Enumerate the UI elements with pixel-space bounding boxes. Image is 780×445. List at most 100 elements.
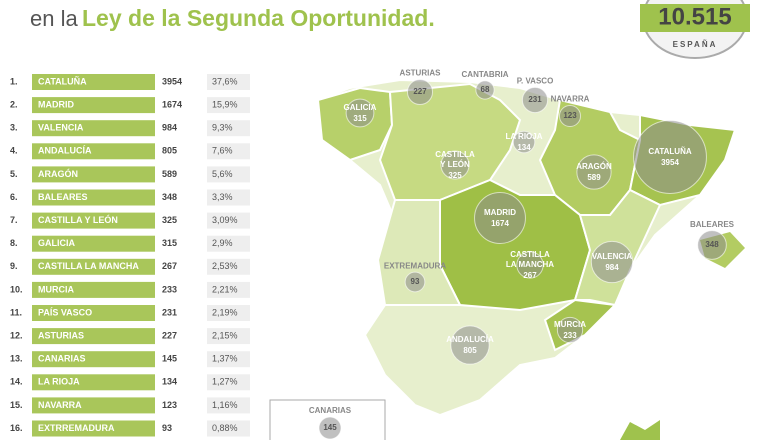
bubble-value: 348 [705,240,719,249]
region-label: CASTILLA [510,250,550,259]
rank: 15. [10,400,23,410]
badge-total: 10.515 [658,3,731,30]
region-label: CATALUÑA [648,147,691,156]
region-label: MURCIA [554,320,586,329]
bubble [440,150,470,180]
pct-cell [207,351,250,368]
pct-cell [207,189,250,206]
pct-cell [207,328,250,345]
name-cell [32,281,155,298]
region-pct: 37,6% [212,76,238,86]
rank: 11. [10,307,22,317]
rank: 7. [10,215,18,225]
region-name: ARAGÓN [38,168,78,179]
region-pct: 1,16% [212,400,238,410]
region-label: CASTILLA [435,150,475,159]
pct-cell [207,97,250,114]
region-label: ANDALUCÍA [446,335,494,344]
region-value: 93 [162,423,172,433]
region-value: 145 [162,354,177,364]
badge-country: ESPAÑA [673,40,718,49]
bubble [556,316,584,344]
bubble-value: 233 [563,331,577,340]
name-cell [32,351,155,368]
rank: 4. [10,146,18,156]
region-extremadura [376,199,462,306]
region-pct: 2,9% [212,238,233,248]
pct-cell [207,397,250,414]
bubble [318,416,342,440]
region-pct: 2,15% [212,330,238,340]
bubble [512,130,536,154]
rank: 12. [10,330,23,340]
name-cell [32,328,155,345]
region-name: GALICIA [38,238,75,248]
map-bubbles: ASTURIAS 227 CANTABRIA 68 P. VASCO 231 NAVARRA… [309,69,735,440]
rank: 3. [10,123,18,133]
rank: 16. [10,423,23,433]
region-name: ASTURIAS [38,330,84,340]
region-label: NAVARRA [551,95,590,104]
rank: 13. [10,354,23,364]
name-cell [32,120,155,137]
region-name: CATALUÑA [38,76,87,86]
region-label: CANTABRIA [462,70,509,79]
bubble [590,240,634,284]
rank: 2. [10,99,18,109]
rank: 1. [10,76,18,86]
region-value: 805 [162,146,177,156]
region-label: P. VASCO [517,77,554,86]
region-value: 984 [162,123,177,133]
name-cell [32,235,155,252]
rank: 5. [10,169,18,179]
region-value: 1674 [162,99,182,109]
bubble [576,154,612,190]
region-pct: 2,53% [212,261,238,271]
name-cell [32,166,155,183]
region-value: 325 [162,215,177,225]
pct-cell [207,258,250,275]
rank: 10. [10,284,23,294]
region-pct: 9,3% [212,123,233,133]
name-cell [32,74,155,90]
region-label: Y LEÓN [440,160,470,169]
bubble-value: 227 [413,87,427,96]
bubble [633,120,707,194]
bubble [521,86,549,114]
region-value: 227 [162,330,177,340]
header: en la Ley de la Segunda Oportunidad. [30,5,435,31]
region-value: 134 [162,377,177,387]
region-name: CANARIAS [38,354,86,364]
title: Ley de la Segunda Oportunidad. [82,5,435,31]
name-cell [32,189,155,206]
region-label: LA MANCHA [506,260,554,269]
bubble-value: 3954 [661,158,679,167]
region-pct: 1,37% [212,354,238,364]
pct-cell [207,374,250,391]
pct-cell [207,281,250,298]
region-pct: 1,27% [212,377,238,387]
badge: 10.515 ESPAÑA [640,0,750,59]
region-name: MURCIA [38,284,74,294]
title-prefix: en la [30,6,78,31]
name-cell [32,97,155,114]
name-cell [32,143,155,160]
bubble-value: 805 [463,346,477,355]
region-value: 231 [162,307,177,317]
region-name: ANDALUCÍA [38,146,92,156]
region-pct: 2,19% [212,307,238,317]
region-name: BALEARES [38,192,88,202]
region-pct: 2,21% [212,284,238,294]
bubble-value: 145 [323,423,337,432]
bubble [406,78,434,106]
rank: 6. [10,192,18,202]
region-name: PAÍS VASCO [38,307,92,317]
bubble [450,325,490,365]
region-label: EXTREMADURA [384,261,446,270]
ranking-table: 1. CATALUÑA 3954 37,6% 2. MADRID 1674 15,9% 3. VA… [10,74,250,437]
region-pct: 3,3% [212,192,233,202]
region-pct: 3,09% [212,215,238,225]
name-cell [32,374,155,391]
pct-cell [207,143,250,160]
